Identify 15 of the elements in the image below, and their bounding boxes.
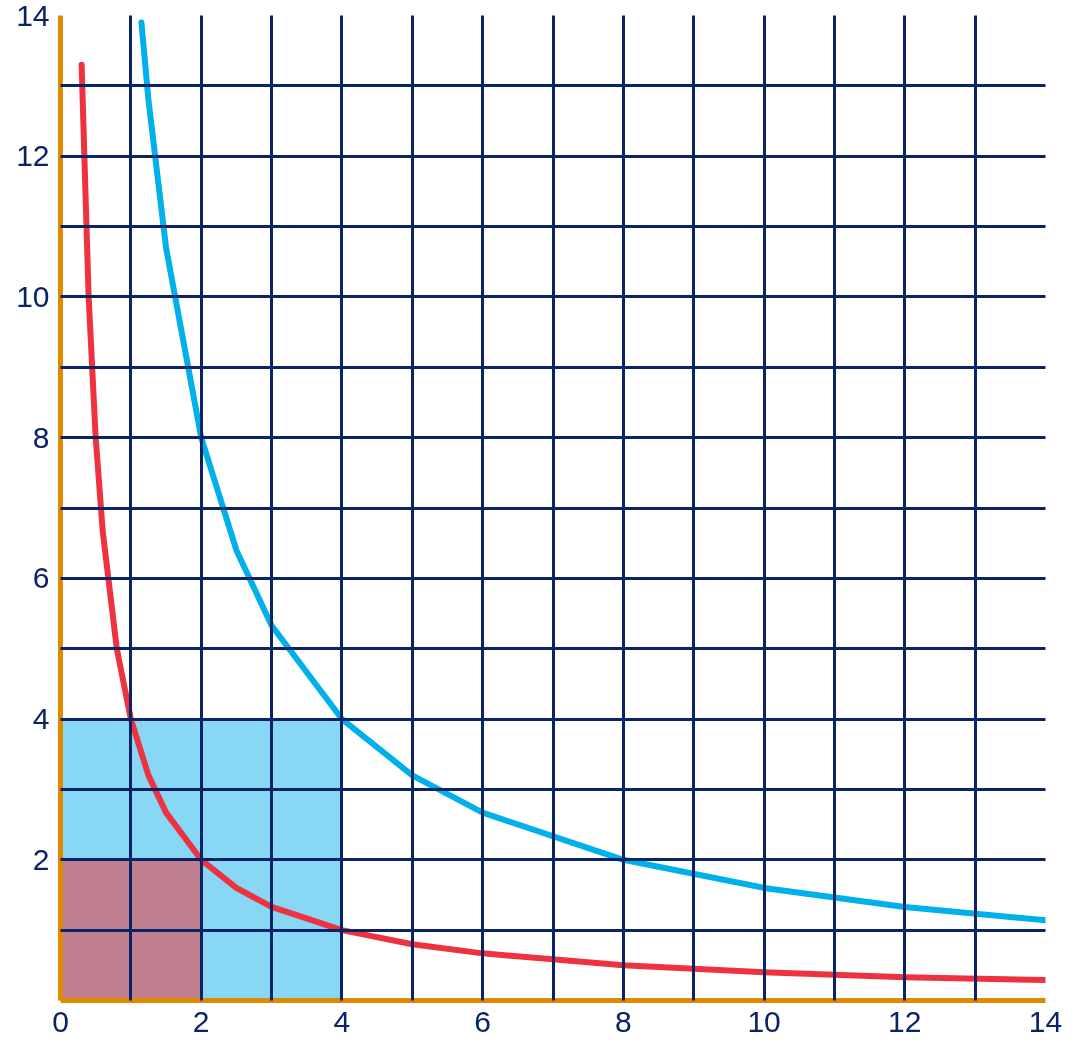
y-tick-label: 2 bbox=[32, 842, 50, 876]
y-tick-label: 12 bbox=[16, 139, 50, 173]
y-tick-label: 6 bbox=[32, 561, 50, 595]
y-tick-label: 14 bbox=[16, 0, 50, 32]
y-tick-label: 10 bbox=[16, 279, 50, 313]
y-tick-label: 8 bbox=[32, 420, 50, 454]
x-tick-label: 14 bbox=[1028, 1004, 1063, 1038]
x-tick-label: 2 bbox=[192, 1004, 210, 1038]
x-tick-label: 0 bbox=[52, 1004, 69, 1038]
y-tick-label: 4 bbox=[32, 702, 50, 736]
x-tick-label: 12 bbox=[888, 1004, 922, 1038]
x-tick-label: 8 bbox=[615, 1004, 632, 1038]
x-tick-label: 6 bbox=[474, 1004, 491, 1038]
x-tick-label: 4 bbox=[333, 1004, 351, 1038]
x-tick-label: 10 bbox=[747, 1004, 781, 1038]
